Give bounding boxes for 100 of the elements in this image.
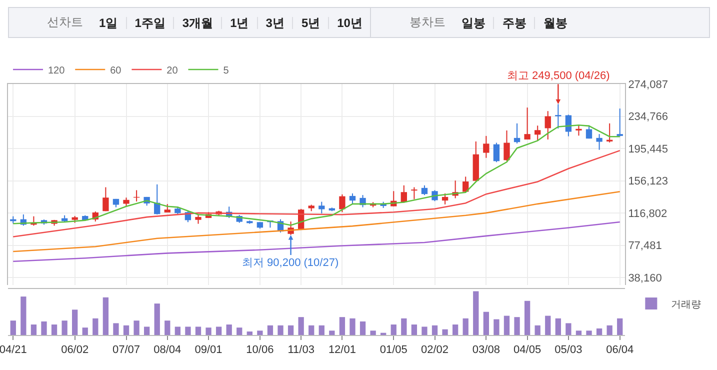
bar: [123, 325, 130, 335]
x-tick-label: 07/07: [112, 344, 140, 356]
x-tick-label: 01/05: [380, 344, 408, 356]
bar: [308, 325, 314, 335]
bar: [514, 317, 520, 335]
bar: [206, 328, 212, 335]
bar: [494, 319, 500, 335]
text: 10년: [328, 16, 370, 30]
bar: [370, 330, 376, 335]
legend-label: 거래량: [671, 299, 702, 310]
y-tick-label: 77,481: [628, 240, 662, 252]
bar: [422, 326, 428, 335]
bar: [288, 325, 294, 335]
text: 일봉: [460, 16, 486, 30]
x-tick-label: 04/21: [0, 344, 27, 356]
bar: [113, 323, 119, 335]
bar: [576, 330, 582, 335]
bar: [82, 328, 88, 335]
bar: [216, 326, 222, 335]
x-tick-label: 10/06: [246, 344, 274, 356]
bar: [154, 304, 160, 335]
text: 월봉: [534, 16, 576, 30]
bar: [524, 300, 530, 335]
bar: [432, 325, 438, 335]
legend-label: 20: [166, 65, 178, 76]
bar: [62, 320, 68, 335]
text: 1일: [98, 16, 119, 30]
text: 3개월: [173, 16, 222, 30]
legend-label: 60: [110, 65, 122, 76]
text: 3년: [256, 16, 292, 30]
bar: [144, 326, 150, 335]
x-tick-label: 11/03: [288, 344, 314, 356]
bar: [30, 324, 37, 335]
bar: [442, 329, 448, 335]
x-tick-label: 06/04: [606, 344, 634, 356]
bar: [51, 324, 58, 335]
bar: [278, 325, 284, 335]
x-tick-label: 03/08: [472, 344, 500, 356]
bar: [452, 324, 458, 335]
bar: [164, 320, 170, 335]
text: 선차트: [46, 14, 84, 31]
bar: [92, 318, 98, 335]
y-tick-label: 195,445: [628, 143, 668, 156]
text: 1주일: [126, 16, 174, 30]
bar: [267, 325, 274, 335]
line-series: [12, 190, 621, 252]
x-tick-label: 06/02: [61, 344, 89, 356]
bar: [185, 326, 191, 335]
text: 5년: [292, 16, 328, 30]
bar: [195, 326, 202, 335]
y-tick-label: 38,160: [628, 272, 662, 285]
text: 봉차트: [408, 14, 446, 31]
bar: [257, 330, 263, 335]
x-tick-label: 09/01: [194, 344, 222, 356]
bar: [102, 297, 109, 335]
text: 주봉: [493, 16, 534, 30]
x-tick-label: 08/04: [154, 344, 182, 356]
bar: [339, 317, 346, 335]
legend-label: 5: [223, 65, 230, 76]
bar: [545, 316, 551, 335]
bar: [483, 312, 489, 335]
y-tick-label: 234,766: [628, 111, 668, 124]
y-tick-label: 274,087: [628, 78, 668, 91]
bar: [586, 330, 592, 335]
bar: [401, 318, 407, 335]
bar: [360, 321, 366, 335]
bar: [10, 320, 16, 335]
bar: [411, 324, 418, 335]
bar: [596, 328, 602, 335]
x-tick-label: 05/03: [554, 344, 582, 356]
candlestick: [616, 108, 623, 136]
bar: [390, 324, 396, 335]
bar: [534, 325, 540, 335]
bar: [134, 320, 140, 335]
annotation: 최고 249,500 (04/26): [507, 70, 610, 82]
bar: [174, 326, 180, 335]
bar: [298, 317, 304, 335]
bar: [617, 318, 623, 335]
bar: [504, 316, 510, 335]
bar: [566, 323, 572, 335]
candlestick: [195, 214, 202, 224]
bar: [318, 325, 324, 335]
bar: [462, 318, 468, 335]
bar: [246, 332, 252, 335]
text: 1년: [221, 16, 257, 30]
bar: [41, 321, 47, 335]
bar: [236, 328, 242, 335]
bar: [329, 330, 335, 335]
x-tick-label: 04/05: [514, 344, 542, 356]
x-tick-label: 12/01: [328, 344, 356, 356]
x-tick-label: 02/02: [420, 344, 449, 356]
bar: [555, 318, 561, 335]
legend-label: 120: [48, 65, 66, 76]
y-tick-label: 156,123: [628, 176, 668, 188]
bar: [606, 325, 612, 335]
bar: [226, 324, 232, 335]
line-series: [12, 150, 621, 238]
annotation: 최저 90,200 (10/27): [242, 257, 339, 269]
y-tick-label: 116,802: [628, 208, 668, 220]
bar: [72, 310, 78, 335]
